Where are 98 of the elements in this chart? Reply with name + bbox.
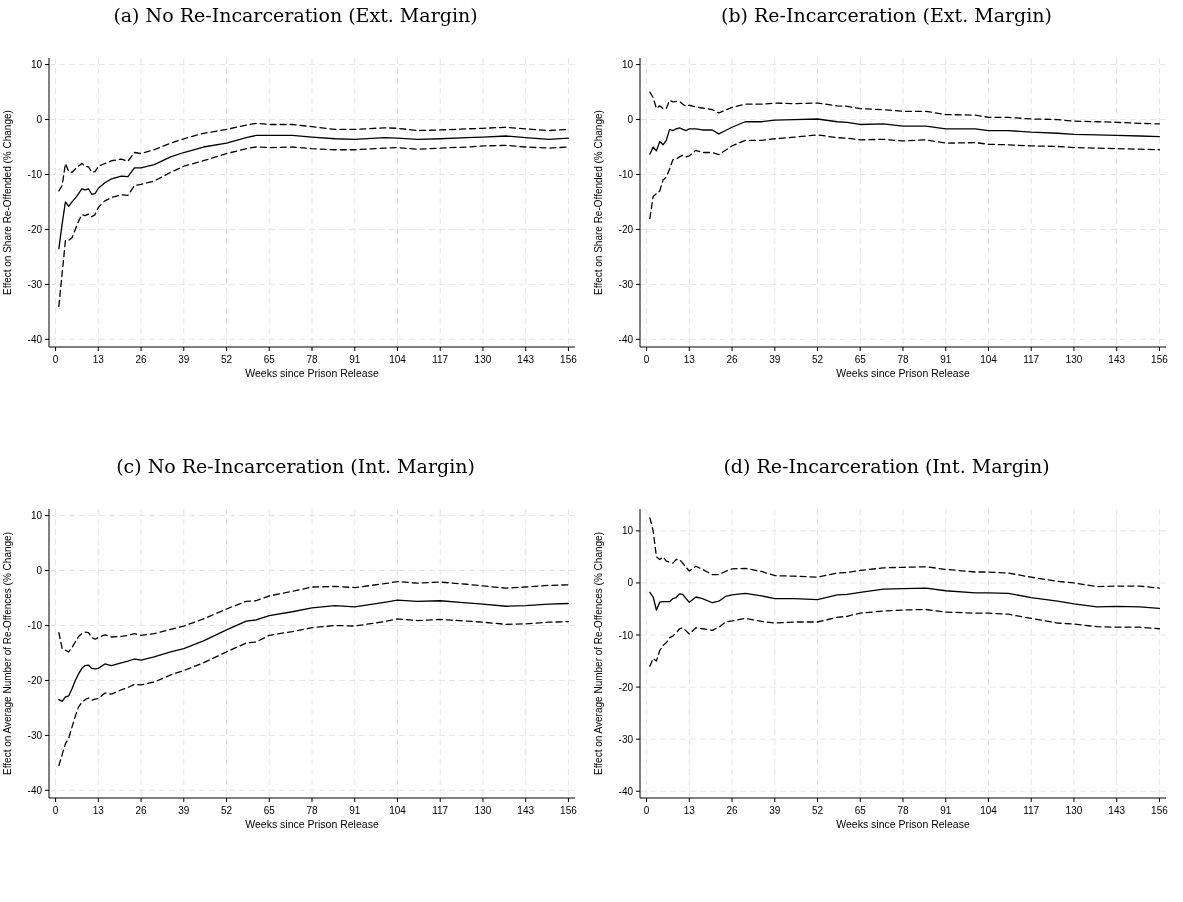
x-tick-label: 91	[940, 354, 952, 365]
x-tick-label: 78	[897, 354, 909, 365]
x-tick-label: 117	[432, 354, 449, 365]
y-tick-label: -10	[618, 168, 634, 180]
x-axis-title: Weeks since Prison Release	[245, 818, 379, 830]
x-tick-label: 130	[1065, 354, 1083, 365]
x-tick-label: 156	[1151, 805, 1169, 816]
y-axis-title: Effect on Average Number of Re-Offences (% Change)	[593, 532, 604, 775]
x-axis-title: Weeks since Prison Release	[836, 367, 970, 379]
y-tick-label: -40	[27, 333, 43, 345]
x-tick-label: 156	[1151, 354, 1169, 365]
y-tick-label: -10	[27, 168, 43, 180]
x-tick-label: 143	[1108, 805, 1126, 816]
y-tick-label: 0	[627, 114, 634, 126]
chart-title: (c) No Re-Incarceration (Int. Margin)	[116, 455, 475, 477]
y-tick-label: -20	[618, 681, 634, 693]
x-tick-label: 91	[349, 354, 361, 365]
line-series	[649, 118, 1161, 155]
x-tick-label: 104	[980, 805, 998, 816]
x-tick-label: 78	[897, 805, 909, 816]
x-tick-label: 52	[811, 805, 824, 816]
y-tick-label: 10	[30, 510, 43, 522]
x-tick-label: 0	[52, 805, 59, 816]
x-tick-label: 91	[940, 805, 952, 816]
x-tick-label: 26	[135, 805, 148, 816]
chart-title: (b) Re-Incarceration (Ext. Margin)	[721, 4, 1052, 26]
y-tick-label: -30	[618, 733, 634, 745]
y-tick-label: -10	[27, 619, 43, 631]
y-axis-title: Effect on Average Number of Re-Offences (% Change)	[2, 532, 13, 775]
y-tick-label: -20	[618, 223, 634, 235]
y-tick-label: 0	[627, 577, 634, 589]
x-tick-label: 78	[306, 354, 318, 365]
line-series	[649, 608, 1161, 667]
chart-title: (d) Re-Incarceration (Int. Margin)	[723, 455, 1050, 477]
x-tick-label: 78	[306, 805, 318, 816]
x-tick-label: 0	[52, 354, 59, 365]
x-tick-label: 117	[1023, 805, 1040, 816]
x-tick-label: 91	[349, 805, 361, 816]
x-tick-label: 104	[980, 354, 998, 365]
x-tick-label: 143	[1108, 354, 1126, 365]
x-tick-label: 0	[643, 354, 650, 365]
x-tick-label: 143	[517, 805, 535, 816]
x-tick-label: 104	[389, 354, 407, 365]
line-series	[649, 517, 1161, 589]
x-tick-label: 52	[811, 354, 824, 365]
x-tick-label: 117	[1023, 354, 1040, 365]
y-tick-label: 10	[621, 59, 634, 71]
x-tick-label: 130	[1065, 805, 1083, 816]
y-tick-label: -40	[27, 784, 43, 796]
line-series	[649, 91, 1161, 125]
chart-title: (a) No Re-Incarceration (Ext. Margin)	[113, 4, 478, 26]
x-tick-label: 13	[683, 805, 696, 816]
x-tick-label: 39	[769, 354, 781, 365]
x-tick-label: 156	[560, 354, 578, 365]
x-tick-label: 143	[517, 354, 535, 365]
y-tick-label: -30	[27, 729, 43, 741]
x-tick-label: 65	[854, 354, 867, 365]
x-tick-label: 26	[726, 805, 739, 816]
x-tick-label: 130	[474, 354, 492, 365]
x-tick-label: 26	[726, 354, 739, 365]
x-tick-label: 65	[263, 354, 276, 365]
line-series	[649, 587, 1161, 611]
y-tick-label: 10	[621, 525, 634, 537]
x-tick-label: 130	[474, 805, 492, 816]
line-series	[58, 134, 570, 250]
x-tick-label: 52	[220, 354, 233, 365]
x-axis-title: Weeks since Prison Release	[836, 818, 970, 830]
x-tick-label: 156	[560, 805, 578, 816]
x-tick-label: 13	[92, 805, 105, 816]
y-tick-label: -40	[618, 333, 634, 345]
x-tick-label: 13	[683, 354, 696, 365]
x-tick-label: 65	[263, 805, 276, 816]
line-series	[58, 580, 570, 653]
y-tick-label: 0	[36, 114, 43, 126]
x-tick-label: 65	[854, 805, 867, 816]
y-tick-label: -40	[618, 785, 634, 797]
x-tick-label: 0	[643, 805, 650, 816]
x-tick-label: 39	[178, 354, 190, 365]
x-tick-label: 26	[135, 354, 148, 365]
y-tick-label: -30	[27, 278, 43, 290]
x-axis-title: Weeks since Prison Release	[245, 367, 379, 379]
y-axis-title: Effect on Share Re-Offended (% Change)	[593, 110, 604, 295]
y-tick-label: -20	[27, 674, 43, 686]
x-tick-label: 117	[432, 805, 449, 816]
y-tick-label: 10	[30, 59, 43, 71]
y-tick-label: -20	[27, 223, 43, 235]
line-series	[58, 618, 570, 767]
y-axis-title: Effect on Share Re-Offended (% Change)	[2, 110, 13, 295]
x-tick-label: 104	[389, 805, 407, 816]
x-tick-label: 39	[178, 805, 190, 816]
line-series	[649, 134, 1161, 220]
x-tick-label: 13	[92, 354, 105, 365]
line-series	[58, 599, 570, 702]
x-tick-label: 52	[220, 805, 233, 816]
y-tick-label: -10	[618, 629, 634, 641]
y-tick-label: -30	[618, 278, 634, 290]
y-tick-label: 0	[36, 565, 43, 577]
x-tick-label: 39	[769, 805, 781, 816]
